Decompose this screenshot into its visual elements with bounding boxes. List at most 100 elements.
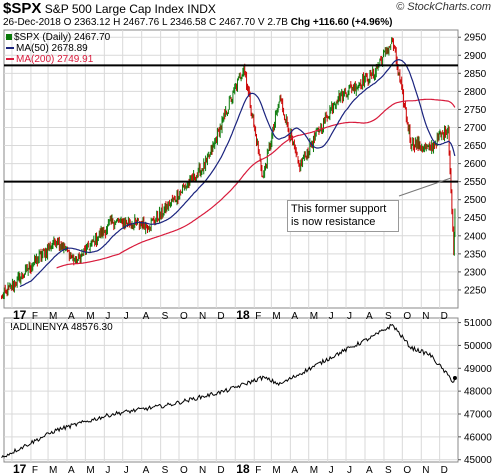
breadth-x-tick-label: J xyxy=(124,465,129,476)
header-quote-line: 26-Dec-2018 O 2363.12 H 2467.76 L 2346.5… xyxy=(3,17,392,28)
breadth-x-tick-label: M xyxy=(86,465,94,476)
breadth-x-tick-label: S xyxy=(385,465,392,476)
price-x-tick-label: A xyxy=(366,311,373,322)
legend-ma50: MA(50) 2678.89 xyxy=(6,43,88,54)
quote-volume: V 2.7B xyxy=(257,17,288,28)
ma200-line xyxy=(56,98,456,269)
price-x-tick-label: O xyxy=(403,311,411,322)
symbol: $SPX xyxy=(3,0,42,17)
indicator-title: !ADLINENYA 48576.30 xyxy=(10,322,113,333)
breadth-y-tick-label: 50000 xyxy=(464,341,492,352)
annotation-arrow xyxy=(398,177,452,197)
breadth-x-tick-label: M xyxy=(49,465,57,476)
annotation-line-1: This former support xyxy=(291,203,387,215)
price-panel-frame xyxy=(3,29,459,309)
price-x-tick-label: O xyxy=(180,311,188,322)
breadth-y-tick-label: 48000 xyxy=(464,387,492,398)
price-x-tick-label: M xyxy=(310,311,318,322)
price-x-tick-label: D xyxy=(441,311,448,322)
quote-high: H 2467.76 xyxy=(113,17,160,28)
breadth-x-tick-label: M xyxy=(272,465,280,476)
price-x-tick-label: D xyxy=(217,311,224,322)
breadth-x-tick-label: J xyxy=(329,465,334,476)
breadth-x-tick-label: J xyxy=(105,465,110,476)
price-y-tick-label: 2800 xyxy=(464,87,487,98)
breadth-x-tick-label: D xyxy=(217,465,224,476)
breadth-x-tick-label: A xyxy=(291,465,298,476)
breadth-y-tick-label: 46000 xyxy=(464,432,492,443)
price-x-tick-label: M xyxy=(86,311,94,322)
legend-ma50-swatch xyxy=(6,47,14,50)
breadth-x-tick-label: N xyxy=(199,465,206,476)
quote-change: Chg +116.60 (+4.96%) xyxy=(290,17,393,28)
quote-low: L 2346.58 xyxy=(162,17,207,28)
breadth-y-tick-label: 45000 xyxy=(464,455,492,466)
breadth-x-tick-label: N xyxy=(422,465,429,476)
price-x-tick-label: S xyxy=(385,311,392,322)
quote-open: O 2363.12 xyxy=(63,17,111,28)
price-y-tick-label: 2650 xyxy=(464,141,487,152)
price-y-tick-label: 2450 xyxy=(464,213,487,224)
legend-ma200: MA(200) 2749.91 xyxy=(6,54,93,65)
breadth-y-tick-label: 51000 xyxy=(464,318,492,329)
price-y-tick-label: 2500 xyxy=(464,195,487,206)
price-y-tick-label: 2250 xyxy=(464,285,487,296)
price-y-tick-label: 2700 xyxy=(464,123,487,134)
annotation-box: This former support is now resistance xyxy=(287,200,399,232)
price-x-tick-label: F xyxy=(32,311,38,322)
breadth-x-tick-label: O xyxy=(403,465,411,476)
legend-ma50-label: MA(50) 2678.89 xyxy=(16,43,88,54)
breadth-y-tick-label: 49000 xyxy=(464,364,492,375)
price-x-tick-label: A xyxy=(291,311,298,322)
brand-logo: © StockCharts.com xyxy=(396,1,491,13)
exchange: INDX xyxy=(187,2,216,16)
breadth-panel-frame xyxy=(3,317,459,463)
legend-ma200-label: MA(200) 2749.91 xyxy=(16,54,94,65)
index-name: S&P 500 Large Cap Index xyxy=(44,2,184,16)
legend-ma200-swatch xyxy=(6,58,14,61)
price-x-tick-label: M xyxy=(272,311,280,322)
adline-last-point xyxy=(452,375,457,380)
legend-price: $SPX (Daily) 2467.70 xyxy=(6,32,110,43)
price-y-tick-label: 2300 xyxy=(464,267,487,278)
price-x-tick-label: J xyxy=(329,311,334,322)
price-x-tick-label: 18 xyxy=(236,308,250,322)
breadth-x-tick-label: A xyxy=(143,465,150,476)
ma50-line xyxy=(19,58,456,288)
price-y-tick-label: 2850 xyxy=(464,69,487,80)
legend-price-label: $SPX (Daily) 2467.70 xyxy=(14,32,111,43)
price-y-tick-label: 2600 xyxy=(464,159,487,170)
breadth-x-tick-label: 18 xyxy=(236,462,250,476)
price-x-tick-label: J xyxy=(124,311,129,322)
header-title-line: $SPX S&P 500 Large Cap Index INDX xyxy=(3,0,216,17)
breadth-x-tick-label: O xyxy=(180,465,188,476)
quote-close: C 2467.70 xyxy=(208,17,256,28)
price-x-tick-label: J xyxy=(105,311,110,322)
price-y-tick-label: 2900 xyxy=(464,51,487,62)
adline-series-line xyxy=(1,323,456,459)
breadth-y-tick-label: 47000 xyxy=(464,410,492,421)
breadth-x-tick-label: A xyxy=(68,465,75,476)
breadth-x-tick-label: 17 xyxy=(13,462,27,476)
price-y-tick-label: 2400 xyxy=(464,231,487,242)
quote-date: 26-Dec-2018 xyxy=(3,17,61,28)
breadth-x-tick-label: A xyxy=(366,465,373,476)
annotation-line-2: is now resistance xyxy=(291,216,376,228)
price-x-tick-label: A xyxy=(68,311,75,322)
price-y-tick-label: 2550 xyxy=(464,177,487,188)
price-y-tick-label: 2750 xyxy=(464,105,487,116)
price-x-tick-label: 17 xyxy=(13,308,27,322)
breadth-x-tick-label: J xyxy=(347,465,352,476)
legend-price-swatch xyxy=(6,34,12,40)
breadth-x-tick-label: F xyxy=(32,465,38,476)
price-x-tick-label: J xyxy=(347,311,352,322)
price-y-tick-label: 2950 xyxy=(464,33,487,44)
price-x-tick-label: N xyxy=(422,311,429,322)
breadth-x-tick-label: M xyxy=(310,465,318,476)
price-x-tick-label: S xyxy=(162,311,169,322)
breadth-x-tick-label: S xyxy=(162,465,169,476)
price-x-tick-label: N xyxy=(199,311,206,322)
breadth-x-tick-label: D xyxy=(441,465,448,476)
price-x-tick-label: M xyxy=(49,311,57,322)
